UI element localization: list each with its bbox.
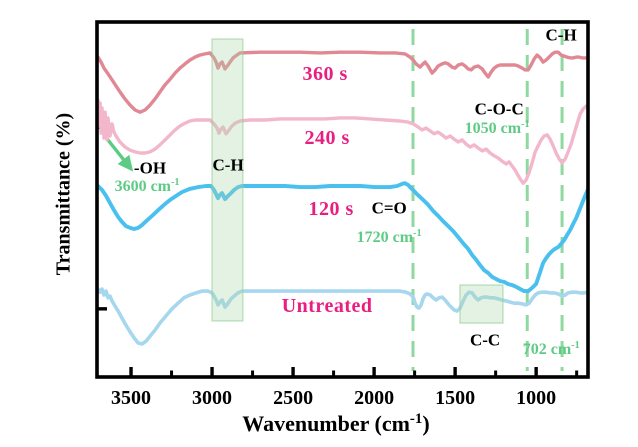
spectrum-curve-120-s — [98, 181, 587, 294]
x-tick-label-3000: 3000 — [192, 387, 233, 409]
y-axis-label: Transmittance (%) — [52, 112, 75, 276]
annotation-coc: C-O-C — [474, 99, 524, 119]
x-tick-label-2500: 2500 — [273, 387, 314, 409]
series-label-360-s: 360 s — [302, 62, 348, 85]
annotation-cc: C-C — [469, 330, 501, 350]
series-label-120-s: 120 s — [308, 198, 354, 221]
annotation-co: C=O — [371, 198, 407, 218]
plot-frame — [95, 20, 590, 379]
annotation-oh: -OH — [133, 158, 167, 178]
x-tick-label-3500: 3500 — [111, 387, 152, 409]
spectrum-curve-360-s — [98, 50, 587, 114]
annotation-cc-wavenumber: 702 cm-1 — [522, 340, 580, 359]
annotation-co-wavenumber: 1720 cm-1 — [356, 228, 422, 246]
annotation-ch-right: C-H — [545, 25, 577, 45]
x-axis-label: Wavenumber (cm-1) — [242, 410, 430, 436]
x-tick-label-1500: 1500 — [435, 387, 476, 409]
spectrum-curve-untreated — [98, 287, 587, 346]
annotation-ch-left: C-H — [212, 155, 244, 175]
annotation-coc-wavenumber: 1050 cm-1 — [464, 119, 530, 137]
x-tick-label-1000: 1000 — [516, 387, 557, 409]
x-tick-label-2000: 2000 — [354, 387, 395, 409]
spectrum-curve-240-s — [98, 98, 587, 185]
highlight-band-c-c-band — [459, 284, 504, 324]
highlight-band-c-h-stretch-band — [211, 38, 244, 322]
annotation-oh-wavenumber: 3600 cm-1 — [114, 177, 180, 196]
series-label-240-s: 240 s — [304, 127, 350, 150]
series-label-untreated: Untreated — [281, 295, 373, 317]
